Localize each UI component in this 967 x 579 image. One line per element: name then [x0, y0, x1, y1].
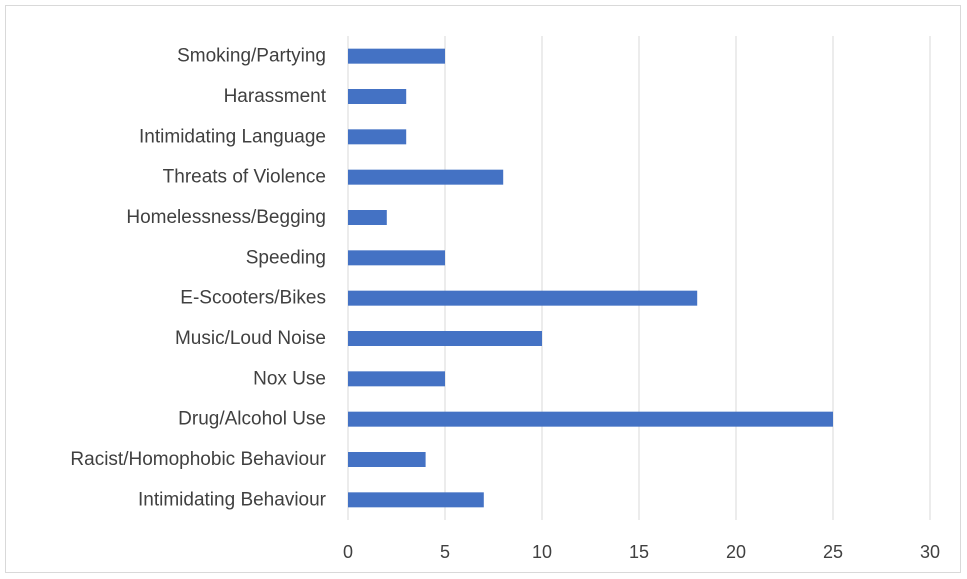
category-label: E-Scooters/Bikes [180, 288, 326, 309]
bar [348, 452, 426, 467]
category-label: Intimidating Behaviour [138, 489, 327, 510]
bar [348, 331, 542, 346]
category-label: Music/Loud Noise [175, 328, 326, 349]
bar [348, 492, 484, 508]
bar [348, 48, 445, 64]
gridlines [347, 36, 931, 520]
bar [348, 129, 407, 145]
category-label: Threats of Violence [163, 167, 326, 188]
bar [348, 169, 504, 185]
category-labels: Smoking/Partying Harassment Intimidating L… [70, 46, 326, 511]
category-label: Homelessness/Begging [126, 207, 326, 228]
category-label: Racist/Homophobic Behaviour [70, 449, 326, 470]
category-label: Speeding [246, 247, 326, 268]
x-tick-label: 25 [823, 542, 843, 562]
chart-frame [5, 5, 961, 573]
bar [348, 250, 445, 266]
x-tick-label: 5 [440, 542, 450, 562]
bar [348, 89, 407, 104]
category-label: Smoking/Partying [177, 46, 326, 67]
x-tick-label: 10 [532, 542, 552, 562]
category-label: Nox Use [253, 368, 326, 389]
x-tick-label: 0 [343, 542, 353, 562]
x-tick-label: 15 [629, 542, 649, 562]
category-label: Intimidating Language [139, 126, 326, 147]
bar [348, 371, 445, 387]
category-label: Harassment [224, 86, 327, 107]
bar [348, 411, 833, 427]
bar [348, 290, 698, 306]
category-label: Drug/Alcohol Use [178, 409, 326, 430]
x-tick-label: 30 [920, 542, 940, 562]
x-tick-label: 20 [726, 542, 746, 562]
tick-labels: 0 5 10 15 20 25 30 [343, 542, 940, 562]
bars [348, 48, 833, 508]
bar [348, 210, 387, 225]
